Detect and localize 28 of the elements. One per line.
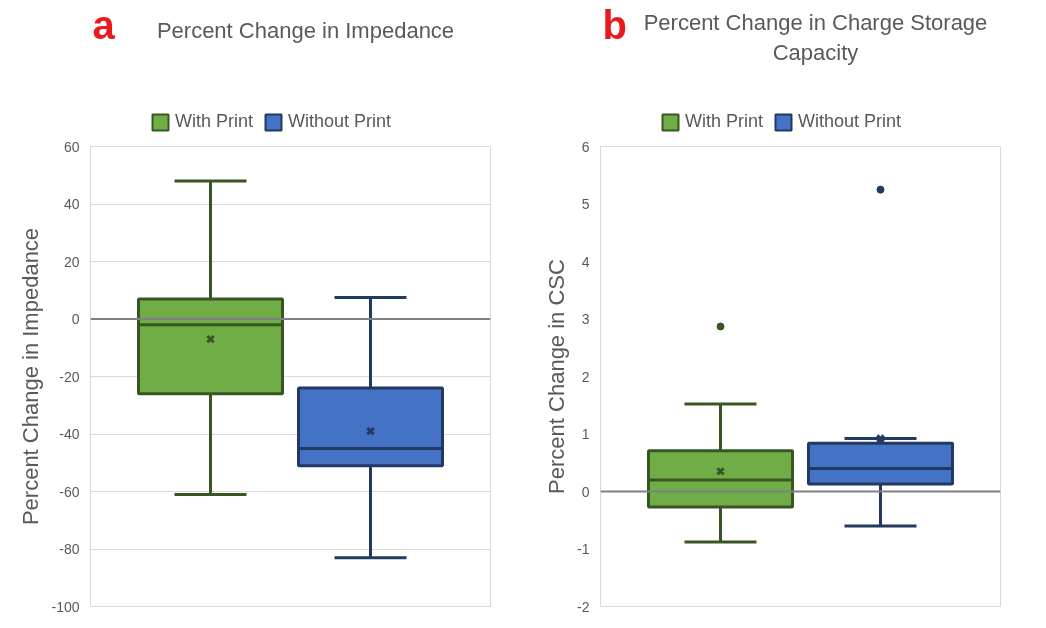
y-tick-label: -1 xyxy=(577,541,590,557)
y-tick-label: -2 xyxy=(577,598,590,615)
legend-label: Without Print xyxy=(798,111,902,132)
y-tick-label: -40 xyxy=(59,426,80,442)
y-tick-label: -80 xyxy=(59,541,80,557)
y-tick-label: 20 xyxy=(63,253,80,270)
legend-label: Without Print xyxy=(288,111,392,132)
y-tick-label: 0 xyxy=(581,483,590,500)
chart-title: Percent Change in Charge Storage Capacity xyxy=(643,10,988,65)
y-axis-title: Percent Change in CSC xyxy=(544,258,570,494)
y-tick-label: 4 xyxy=(581,253,590,270)
y-tick-label: -20 xyxy=(59,368,80,385)
y-tick-label: 1 xyxy=(581,426,590,442)
y-tick-label: -60 xyxy=(59,483,80,500)
y-tick-label: 3 xyxy=(581,311,590,327)
legend-label: With Print xyxy=(685,111,764,132)
y-tick-label: 40 xyxy=(63,196,80,212)
y-tick-label: 2 xyxy=(581,368,590,385)
y-tick-label: -100 xyxy=(51,598,80,615)
text: Percent Change in Impedance xyxy=(18,227,44,526)
y-tick-label: 6 xyxy=(581,138,590,155)
y-tick-label: 5 xyxy=(581,196,590,212)
legend-label: With Print xyxy=(175,111,254,132)
text: b xyxy=(602,2,627,47)
text: a xyxy=(92,2,116,47)
y-tick-label: 60 xyxy=(63,138,80,155)
y-axis-title: Percent Change in Impedance xyxy=(156,18,455,43)
y-tick-label: 0 xyxy=(71,311,80,327)
